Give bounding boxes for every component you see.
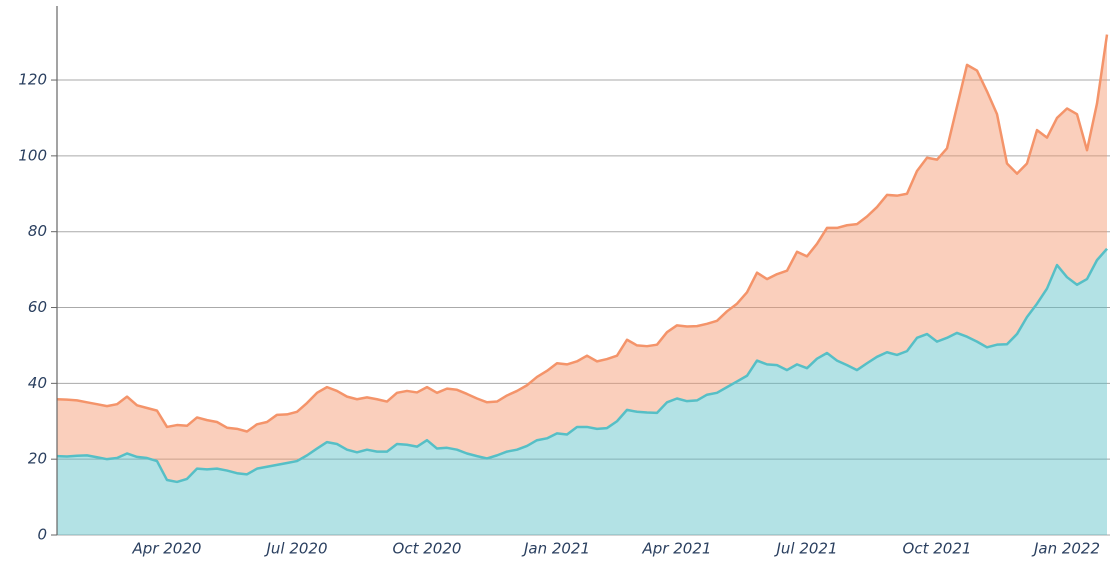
- x-tick-label: Jul 2020: [263, 540, 327, 558]
- x-tick-label: Apr 2020: [132, 540, 202, 558]
- y-tick-label: 120: [18, 71, 47, 89]
- y-tick-label: 0: [37, 526, 47, 544]
- x-tick-label: Jul 2021: [773, 540, 837, 558]
- x-tick-label: Oct 2020: [393, 540, 462, 558]
- area-line: [56, 34, 1109, 433]
- y-tick-label: 60: [28, 298, 47, 316]
- x-tick-label: Apr 2021: [642, 540, 712, 558]
- x-tick-label: Oct 2021: [903, 540, 972, 558]
- area-line: [56, 247, 1108, 484]
- x-tick-label: Jan 2021: [521, 540, 590, 558]
- y-tick-label: 20: [28, 450, 47, 468]
- area-fill: [57, 34, 1107, 482]
- y-tick-label: 40: [28, 374, 47, 392]
- area-fill: [57, 248, 1107, 535]
- y-tick-label: 100: [18, 146, 47, 164]
- x-tick-label: Jan 2022: [1031, 540, 1100, 558]
- y-tick-label: 80: [28, 222, 47, 240]
